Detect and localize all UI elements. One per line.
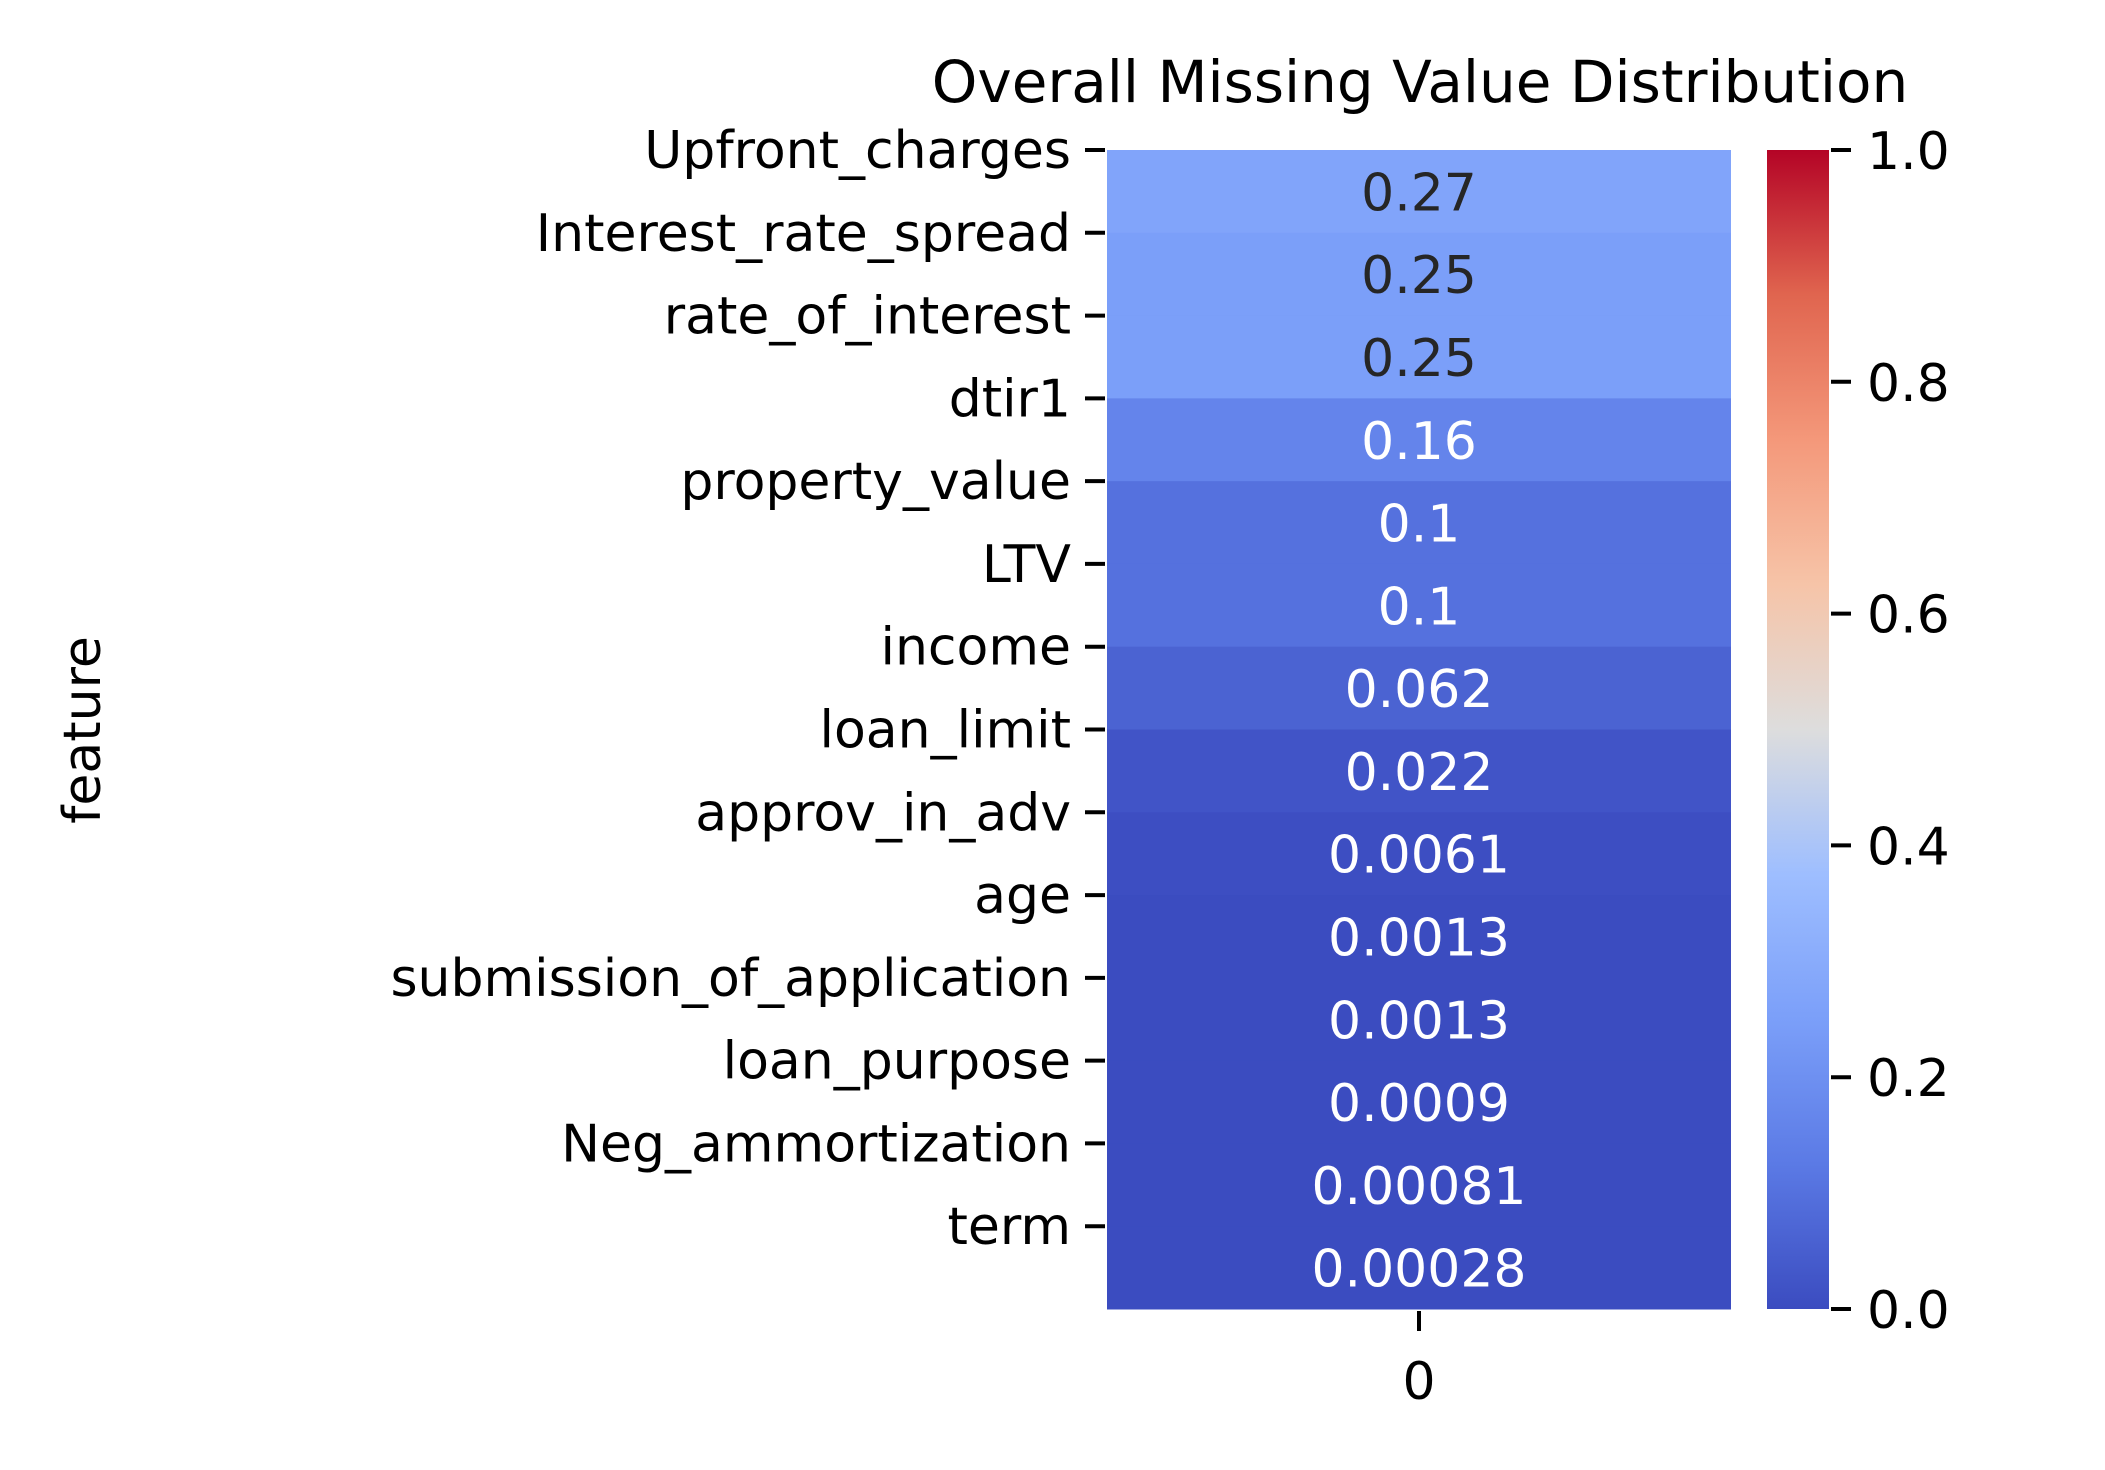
y-axis-ticks: Upfront_charges Interest_rate_spread rate_… <box>390 121 1105 1257</box>
heatmap-cell <box>1107 812 1731 896</box>
cell-annotation: 0.25 <box>1361 246 1477 306</box>
colorbar-tick-label: 0.4 <box>1867 817 1950 877</box>
y-tick-label: approv_in_adv <box>695 783 1071 843</box>
colorbar <box>1767 150 1829 1309</box>
cell-annotation: 0.1 <box>1378 495 1461 555</box>
heatmap-cell <box>1107 1060 1731 1144</box>
y-tick-label: income <box>881 618 1071 678</box>
colorbar-tick-label: 0.6 <box>1867 586 1950 646</box>
y-tick-label: term <box>948 1197 1072 1257</box>
cell-annotation: 0.00081 <box>1311 1157 1526 1217</box>
cell-annotation: 0.25 <box>1361 329 1477 389</box>
heatmap-cell <box>1107 481 1731 565</box>
heatmap-cell <box>1107 563 1731 648</box>
cell-annotation: 0.00028 <box>1311 1240 1526 1300</box>
heatmap-cell <box>1107 1226 1731 1310</box>
chart-title: Overall Missing Value Distribution <box>932 48 1909 116</box>
cell-annotation: 0.022 <box>1345 743 1494 803</box>
y-tick-label: Interest_rate_spread <box>536 204 1071 264</box>
heatmap-cell <box>1107 729 1731 813</box>
cell-annotation: 0.0013 <box>1328 908 1510 968</box>
x-tick-label: 0 <box>1402 1352 1435 1412</box>
y-axis-label: feature <box>53 636 113 824</box>
heatmap-cell <box>1107 895 1731 979</box>
cell-annotation: 0.0061 <box>1328 826 1510 886</box>
y-tick-label: Upfront_charges <box>644 121 1071 181</box>
heatmap-cell <box>1107 398 1731 482</box>
heatmap-cell <box>1107 646 1731 730</box>
heatmap-cell <box>1107 977 1731 1062</box>
colorbar-tick-label: 0.8 <box>1867 354 1950 414</box>
colorbar-tick-label: 0.0 <box>1867 1281 1950 1341</box>
heatmap-cell <box>1107 1143 1731 1227</box>
y-tick-label: Neg_ammortization <box>561 1114 1071 1174</box>
cell-annotation: 0.0009 <box>1328 1074 1510 1134</box>
heatmap-cell <box>1107 315 1731 399</box>
colorbar-tick-label: 0.2 <box>1867 1049 1950 1109</box>
heatmap-cells <box>1107 150 1731 1310</box>
colorbar-tick-label: 1.0 <box>1867 122 1950 182</box>
y-tick-label: dtir1 <box>949 369 1071 429</box>
x-axis-ticks: 0 <box>1402 1311 1436 1412</box>
y-tick-label: loan_purpose <box>723 1032 1071 1092</box>
cell-annotation: 0.16 <box>1361 412 1477 472</box>
y-tick-label: LTV <box>982 535 1072 595</box>
cell-annotations: 0.27 0.25 0.25 0.16 0.1 0.1 0.062 0.022 0.0061 0.… <box>1311 163 1526 1299</box>
y-tick-label: submission_of_application <box>390 949 1071 1009</box>
y-tick-label: loan_limit <box>820 701 1071 761</box>
heatmap-cell <box>1107 232 1731 317</box>
cell-annotation: 0.0013 <box>1328 991 1510 1051</box>
cell-annotation: 0.062 <box>1345 660 1494 720</box>
colorbar-ticks: 0.0 0.2 0.4 0.6 0.8 1.0 <box>1831 122 1950 1341</box>
y-tick-label: age <box>974 866 1071 926</box>
cell-annotation: 0.27 <box>1361 163 1477 223</box>
cell-annotation: 0.1 <box>1378 577 1461 637</box>
y-tick-label: property_value <box>680 452 1071 512</box>
y-tick-label: rate_of_interest <box>664 287 1071 347</box>
heatmap-cell <box>1107 150 1731 234</box>
